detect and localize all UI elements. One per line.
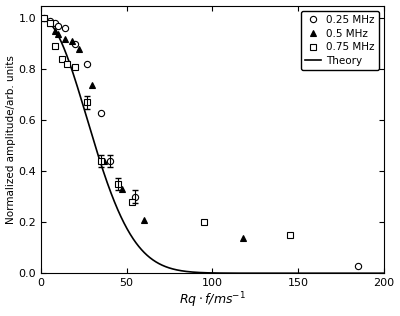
0.75 MHz <box>116 182 120 186</box>
0.5 MHz <box>241 236 246 240</box>
0.75 MHz <box>287 233 292 237</box>
Theory <box>38 16 43 20</box>
0.75 MHz <box>202 220 206 224</box>
Legend: 0.25 MHz, 0.5 MHz, 0.75 MHz, Theory: 0.25 MHz, 0.5 MHz, 0.75 MHz, Theory <box>301 11 379 70</box>
0.5 MHz <box>70 40 74 43</box>
0.5 MHz <box>119 187 124 191</box>
Theory <box>74 80 78 84</box>
Theory <box>274 271 279 275</box>
Theory <box>312 271 317 275</box>
0.5 MHz <box>142 218 146 222</box>
Line: Theory: Theory <box>41 18 384 273</box>
0.5 MHz <box>52 29 57 33</box>
Line: 0.25 MHz: 0.25 MHz <box>41 15 361 269</box>
0.25 MHz <box>98 111 103 114</box>
0.25 MHz <box>356 264 360 267</box>
0.75 MHz <box>59 57 64 61</box>
0.25 MHz <box>56 24 60 28</box>
0.75 MHz <box>73 65 78 69</box>
0.25 MHz <box>133 195 138 199</box>
0.5 MHz <box>76 47 81 51</box>
0.25 MHz <box>47 19 52 23</box>
0.5 MHz <box>102 159 107 163</box>
0.25 MHz <box>73 42 78 46</box>
0.5 MHz <box>56 32 60 35</box>
0.5 MHz <box>47 21 52 25</box>
0.75 MHz <box>42 16 47 20</box>
0.25 MHz <box>52 21 57 25</box>
0.25 MHz <box>107 159 112 163</box>
Y-axis label: Normalized amplitude/arb. units: Normalized amplitude/arb. units <box>6 55 16 224</box>
0.5 MHz <box>62 37 67 40</box>
Theory <box>190 270 194 274</box>
Theory <box>382 271 386 275</box>
Line: 0.5 MHz: 0.5 MHz <box>41 15 246 241</box>
0.75 MHz <box>47 21 52 25</box>
0.75 MHz <box>130 200 134 204</box>
0.75 MHz <box>52 45 57 48</box>
0.75 MHz <box>64 62 69 66</box>
X-axis label: $Rq\cdot f$/ms$^{-1}$: $Rq\cdot f$/ms$^{-1}$ <box>179 291 246 310</box>
Theory <box>177 269 182 272</box>
0.25 MHz <box>42 16 47 20</box>
0.5 MHz <box>42 16 47 20</box>
Line: 0.75 MHz: 0.75 MHz <box>41 15 293 238</box>
0.75 MHz <box>85 100 90 104</box>
0.25 MHz <box>62 27 67 30</box>
0.75 MHz <box>98 159 103 163</box>
Theory <box>306 271 311 275</box>
0.5 MHz <box>90 83 95 87</box>
0.25 MHz <box>85 62 90 66</box>
